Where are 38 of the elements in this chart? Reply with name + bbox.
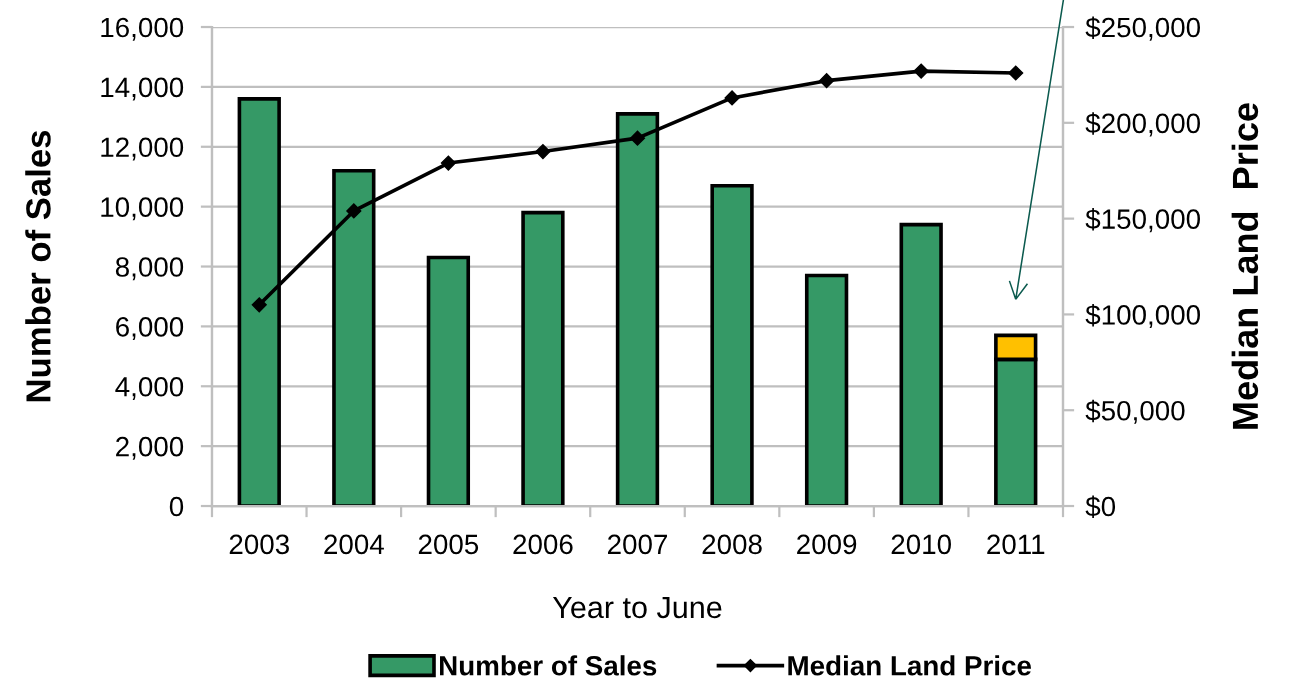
y2-tick-label: $150,000: [1085, 208, 1200, 233]
x-axis-title: Year to June: [552, 596, 722, 619]
point: [251, 297, 267, 313]
y-tick-label: 12,000: [101, 137, 184, 161]
x-tick-label: 2005: [418, 534, 479, 555]
legend-label: Number of Sales: [440, 655, 657, 676]
y-tick-label: 4,000: [115, 376, 184, 400]
y-axis-title: Number of Sales: [25, 130, 51, 402]
y2-tick-label: $50,000: [1085, 399, 1185, 424]
point: [629, 130, 646, 146]
point: [440, 155, 456, 171]
y2-axis-title: Median Land Price: [1231, 103, 1259, 429]
y-tick-label: 16,000: [101, 17, 184, 41]
point: [913, 63, 929, 79]
point: [535, 143, 551, 160]
point: [724, 90, 740, 106]
x-tick-label: 2010: [891, 534, 951, 555]
legend-label: Median Land Price: [788, 655, 1031, 676]
point: [819, 73, 835, 89]
x-tick-label: 2006: [513, 534, 573, 555]
y2-tick-label: $200,000: [1085, 112, 1200, 137]
y2-tick-label: $250,000: [1085, 16, 1200, 41]
point: [346, 203, 362, 219]
x-tick-label: 2003: [229, 534, 289, 555]
point: [1008, 65, 1024, 81]
x-tick-label: 2007: [608, 534, 667, 555]
y-tick-label: 2,000: [116, 436, 184, 460]
y2-tick-label: $0: [1085, 495, 1116, 519]
x-tick-label: 2009: [797, 534, 857, 555]
y-tick-label: 0: [169, 496, 184, 517]
y-tick-label: 8,000: [115, 257, 184, 281]
y-tick-label: 6,000: [116, 317, 184, 341]
x-tick-label: 2008: [702, 534, 762, 555]
y-tick-label: 14,000: [101, 77, 184, 101]
x-tick-label: 2004: [324, 534, 384, 555]
y-tick-label: 10,000: [101, 197, 184, 221]
y2-tick-label: $100,000: [1085, 303, 1200, 329]
x-tick-label: 2011: [987, 534, 1045, 555]
